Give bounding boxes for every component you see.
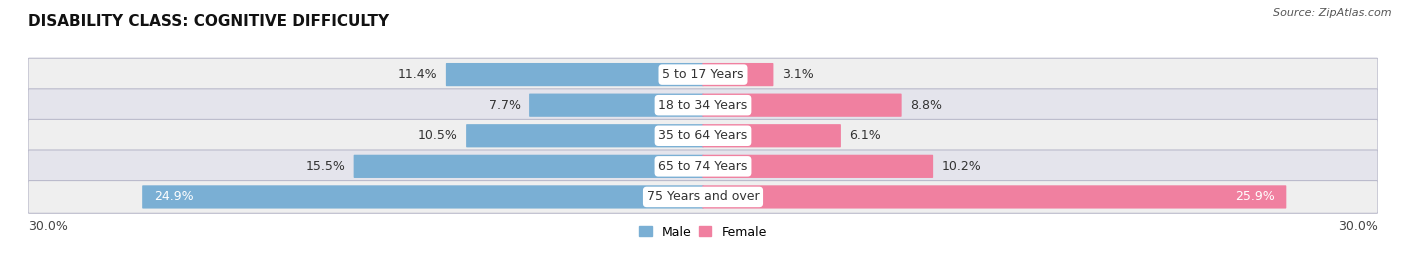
Text: 11.4%: 11.4% — [398, 68, 437, 81]
Text: 8.8%: 8.8% — [910, 99, 942, 112]
Text: 15.5%: 15.5% — [305, 160, 346, 173]
FancyBboxPatch shape — [467, 124, 703, 147]
Text: 65 to 74 Years: 65 to 74 Years — [658, 160, 748, 173]
Text: 5 to 17 Years: 5 to 17 Years — [662, 68, 744, 81]
FancyBboxPatch shape — [28, 150, 1378, 183]
Legend: Male, Female: Male, Female — [637, 223, 769, 241]
FancyBboxPatch shape — [142, 185, 703, 208]
Text: 7.7%: 7.7% — [489, 99, 520, 112]
FancyBboxPatch shape — [28, 119, 1378, 152]
Text: 24.9%: 24.9% — [155, 190, 194, 203]
FancyBboxPatch shape — [703, 124, 841, 147]
Text: 10.5%: 10.5% — [418, 129, 458, 142]
Text: Source: ZipAtlas.com: Source: ZipAtlas.com — [1274, 8, 1392, 18]
Text: 18 to 34 Years: 18 to 34 Years — [658, 99, 748, 112]
Text: 30.0%: 30.0% — [28, 220, 67, 233]
Text: 30.0%: 30.0% — [1339, 220, 1378, 233]
FancyBboxPatch shape — [28, 58, 1378, 91]
FancyBboxPatch shape — [354, 155, 703, 178]
FancyBboxPatch shape — [529, 94, 703, 117]
Text: 35 to 64 Years: 35 to 64 Years — [658, 129, 748, 142]
FancyBboxPatch shape — [446, 63, 703, 86]
FancyBboxPatch shape — [703, 63, 773, 86]
Text: 10.2%: 10.2% — [942, 160, 981, 173]
FancyBboxPatch shape — [703, 185, 1286, 208]
Text: 75 Years and over: 75 Years and over — [647, 190, 759, 203]
Text: 6.1%: 6.1% — [849, 129, 882, 142]
FancyBboxPatch shape — [703, 94, 901, 117]
FancyBboxPatch shape — [28, 181, 1378, 213]
FancyBboxPatch shape — [28, 89, 1378, 122]
FancyBboxPatch shape — [703, 155, 934, 178]
Text: 3.1%: 3.1% — [782, 68, 814, 81]
Text: DISABILITY CLASS: COGNITIVE DIFFICULTY: DISABILITY CLASS: COGNITIVE DIFFICULTY — [28, 14, 389, 29]
Text: 25.9%: 25.9% — [1234, 190, 1274, 203]
